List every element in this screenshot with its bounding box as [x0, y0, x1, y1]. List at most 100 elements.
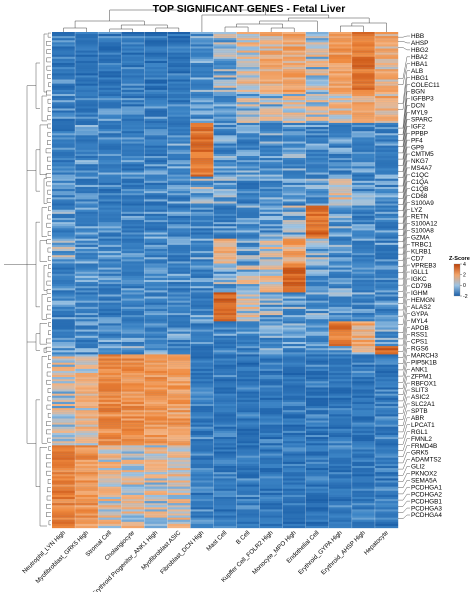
heatmap-cell — [213, 335, 237, 339]
heatmap-cell — [236, 364, 260, 367]
heatmap-cell — [236, 255, 260, 258]
heatmap-cell — [374, 463, 399, 467]
heatmap-cell — [75, 280, 99, 283]
heatmap-cell — [328, 306, 353, 310]
heatmap-cell — [75, 135, 99, 138]
heatmap-cell — [75, 127, 99, 130]
heatmap-cell — [236, 207, 260, 210]
heatmap-cell — [374, 275, 399, 279]
heatmap-cell — [305, 350, 329, 353]
heatmap-cell — [282, 104, 306, 107]
heatmap-cell — [144, 232, 168, 235]
heatmap-cell — [144, 406, 168, 409]
heatmap-cell — [282, 127, 306, 130]
heatmap-cell — [167, 151, 191, 155]
heatmap-cell — [374, 164, 399, 167]
heatmap-cell — [190, 408, 214, 411]
heatmap-cell — [121, 218, 145, 221]
heatmap-cell — [374, 46, 399, 49]
heatmap-cell — [98, 501, 122, 504]
heatmap-cell — [213, 509, 237, 512]
heatmap-cell — [98, 337, 122, 341]
gene-leader-line — [398, 473, 410, 482]
heatmap-cell — [259, 211, 283, 215]
heatmap-cell — [98, 141, 122, 144]
heatmap-cell — [98, 484, 122, 487]
heatmap-cell — [236, 441, 260, 444]
heatmap-cell — [213, 480, 237, 483]
heatmap-cell — [52, 71, 76, 74]
heatmap-cell — [259, 269, 283, 272]
heatmap-cell — [305, 42, 329, 45]
heatmap-cell — [236, 240, 260, 243]
heatmap-cell — [98, 404, 122, 407]
heatmap-cell — [75, 275, 99, 279]
heatmap-cell — [259, 360, 283, 363]
heatmap-cell — [121, 125, 145, 128]
heatmap-cell — [213, 327, 237, 330]
heatmap-cell — [236, 308, 260, 312]
heatmap-cell — [52, 329, 76, 332]
heatmap-cell — [52, 383, 76, 386]
heatmap-cell — [259, 244, 283, 248]
heatmap-cell — [328, 356, 353, 359]
heatmap-cell — [213, 232, 237, 235]
heatmap-cell — [190, 67, 214, 70]
heatmap-cell — [121, 317, 145, 320]
heatmap-cell — [75, 83, 99, 86]
heatmap-cell — [236, 112, 260, 115]
heatmap-cell — [144, 220, 168, 223]
heatmap-cell — [121, 302, 145, 305]
heatmap-cell — [52, 164, 76, 167]
heatmap-cell — [328, 135, 353, 138]
heatmap-cell — [351, 249, 376, 252]
heatmap-cell — [121, 308, 145, 312]
heatmap-cell — [52, 416, 76, 419]
heatmap-cell — [328, 327, 353, 330]
heatmap-cell — [351, 317, 376, 320]
heatmap-cell — [236, 234, 260, 237]
heatmap-cell — [144, 116, 168, 119]
heatmap-cell — [282, 213, 306, 217]
heatmap-cell — [75, 282, 99, 285]
heatmap-cell — [236, 71, 260, 74]
heatmap-cell — [328, 141, 353, 144]
heatmap-cell — [351, 439, 376, 442]
heatmap-cell — [236, 463, 260, 467]
heatmap-cell — [282, 385, 306, 388]
gene-leader-line — [398, 56, 410, 79]
heatmap-cell — [374, 48, 399, 51]
heatmap-cell — [144, 344, 168, 347]
heatmap-cell — [121, 333, 145, 336]
heatmap-cell — [282, 58, 306, 62]
heatmap-cell — [52, 69, 76, 72]
heatmap-cell — [305, 366, 329, 370]
heatmap-cell — [98, 60, 122, 64]
heatmap-cell — [236, 451, 260, 454]
heatmap-cell — [259, 162, 283, 165]
heatmap-cell — [213, 83, 237, 86]
heatmap-cell — [282, 38, 306, 41]
heatmap-cell — [144, 228, 168, 231]
heatmap-cell — [121, 199, 145, 202]
heatmap-cell — [305, 501, 329, 504]
heatmap-cell — [282, 513, 306, 516]
heatmap-cell — [351, 242, 376, 246]
heatmap-cell — [351, 424, 376, 427]
heatmap-cell — [121, 226, 145, 229]
heatmap-cell — [305, 189, 329, 192]
heatmap-cell — [351, 44, 376, 47]
heatmap-cell — [282, 284, 306, 287]
heatmap-cell — [98, 246, 122, 250]
heatmap-cell — [351, 428, 376, 432]
heatmap-cell — [374, 375, 399, 378]
heatmap-cell — [167, 426, 191, 429]
heatmap-cell — [351, 220, 376, 223]
heatmap-cell — [52, 525, 76, 529]
heatmap-cell — [328, 172, 353, 175]
heatmap-cell — [328, 158, 353, 161]
heatmap-cell — [282, 383, 306, 386]
heatmap-cell — [75, 267, 99, 270]
heatmap-cell — [98, 313, 122, 316]
heatmap-cell — [98, 199, 122, 202]
